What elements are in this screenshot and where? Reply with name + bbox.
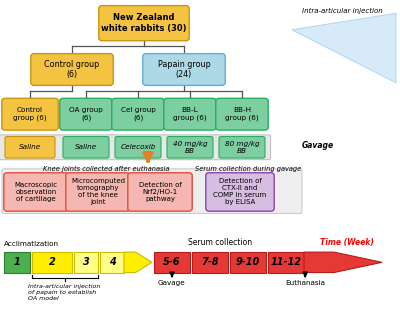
Text: Euthanasia: Euthanasia [285,280,325,286]
Text: BB-H
group (6): BB-H group (6) [225,108,259,121]
Text: Serum collection: Serum collection [188,238,252,247]
Text: BB-L
group (6): BB-L group (6) [173,108,207,121]
Text: 7-8: 7-8 [201,257,219,267]
FancyBboxPatch shape [60,98,112,130]
FancyBboxPatch shape [164,98,216,130]
Text: Knee joints collected after euthanasia: Knee joints collected after euthanasia [43,166,169,172]
Text: Control
group (6): Control group (6) [13,108,47,121]
Text: Microcomputed
tomography
of the knee
joint: Microcomputed tomography of the knee joi… [71,178,125,206]
Text: 2: 2 [49,257,55,267]
FancyBboxPatch shape [66,173,130,211]
Text: New Zealand
white rabbits (30): New Zealand white rabbits (30) [101,14,187,33]
Text: 9-10: 9-10 [236,257,260,267]
FancyBboxPatch shape [4,173,68,211]
Text: Intra-articular injection: Intra-articular injection [302,8,382,14]
FancyBboxPatch shape [2,98,58,130]
FancyBboxPatch shape [112,98,164,130]
Polygon shape [292,13,396,83]
Bar [100,252,124,273]
FancyBboxPatch shape [99,6,189,41]
Text: Macroscopic
observation
of cartilage: Macroscopic observation of cartilage [14,182,58,202]
FancyBboxPatch shape [216,98,268,130]
FancyBboxPatch shape [0,135,271,160]
Text: Intra-articular injection
of papain to establish
OA model: Intra-articular injection of papain to e… [28,284,100,301]
Text: Detection of
CTX-II and
COMP in serum
by ELISA: Detection of CTX-II and COMP in serum by… [213,178,267,206]
Bar [154,252,190,273]
FancyBboxPatch shape [63,136,109,158]
Text: 5-6: 5-6 [163,257,181,267]
FancyArrow shape [304,252,382,272]
Text: OA group
(6): OA group (6) [69,108,103,121]
Text: 4: 4 [109,257,115,267]
FancyBboxPatch shape [115,136,161,158]
Bar [268,252,304,273]
Text: Detection of
Nrf2/HO-1
pathway: Detection of Nrf2/HO-1 pathway [138,182,182,202]
Text: Celecoxib: Celecoxib [120,144,156,150]
Text: Saline: Saline [19,144,41,150]
Text: Saline: Saline [75,144,97,150]
Text: Papain group
(24): Papain group (24) [158,60,210,79]
FancyBboxPatch shape [128,173,192,211]
Bar [74,252,98,273]
Bar [230,252,266,273]
FancyBboxPatch shape [2,169,302,213]
Bar [4,252,30,273]
Bar [192,252,228,273]
Text: 1: 1 [14,257,20,267]
Text: 3: 3 [83,257,89,267]
Text: Gavage: Gavage [158,280,186,286]
FancyBboxPatch shape [206,173,274,211]
FancyBboxPatch shape [31,54,113,85]
Text: Time (Week): Time (Week) [320,238,374,247]
FancyBboxPatch shape [167,136,213,158]
Text: Serum collection during gavage: Serum collection during gavage [195,166,301,172]
Text: 11-12: 11-12 [270,257,302,267]
FancyBboxPatch shape [143,54,225,85]
FancyArrow shape [124,252,152,272]
Text: Cel group
(6): Cel group (6) [120,108,156,121]
Text: Acclimatization: Acclimatization [4,241,59,247]
Text: Control group
(6): Control group (6) [44,60,100,79]
Text: 40 mg/kg
BB: 40 mg/kg BB [173,141,207,154]
Text: Gavage: Gavage [302,141,334,150]
FancyBboxPatch shape [5,136,55,158]
Bar [32,252,72,273]
FancyBboxPatch shape [219,136,265,158]
Text: 80 mg/kg
BB: 80 mg/kg BB [225,141,259,154]
